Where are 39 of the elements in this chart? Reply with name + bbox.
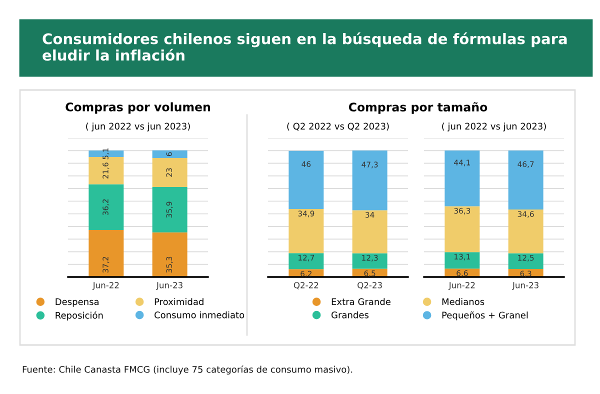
legend-label: Despensa [56,298,98,307]
x-tick-label: Q2-22 [294,282,318,290]
bar [88,184,124,230]
bar [444,150,480,206]
x-tick-label: Jun-23 [156,282,182,290]
legend-label: Extra Grande [332,298,390,306]
chart-subtitle: ( Q2 2022 vs Q2 2023) [287,122,389,131]
bar [508,210,544,254]
legend-label: Medianos [442,298,484,306]
bar [152,150,188,158]
source-note: Fuente: Chile Canasta FMCG (incluye 75 categorías de consumo masivo). [22,365,352,375]
legend-label: Reposición [56,311,103,320]
bar [152,232,188,277]
chart-title: Compras por volumen [66,102,210,114]
bar [352,150,388,210]
bar [288,150,324,210]
legend-label: Consumo inmediato [154,311,244,318]
bar [152,187,188,232]
bar [288,253,324,270]
bar [88,230,124,277]
legend-label: Grandes [332,311,369,318]
bar [508,253,544,270]
chart-subtitle: ( jun 2022 vs jun 2023) [442,122,546,132]
x-tick-label: Q2-23 [358,282,382,290]
bar [352,210,388,254]
chart-title: Compras por tamaño [348,102,488,114]
bar [444,252,480,269]
x-tick-label: Jun-22 [92,282,119,290]
bar [288,209,324,254]
x-tick-label: Jun-23 [512,282,538,290]
text: Consumidores chilenos siguen en la búsqueda de fórmulas para eludir la inflación [42,32,567,61]
bar [444,206,480,252]
legend-label: Proximidad [154,298,204,306]
bar [152,158,188,188]
chart-subtitle: ( jun 2022 vs jun 2023) [86,122,190,132]
legend-label: Pequeños + Granel [442,311,528,320]
bar [352,253,388,269]
x-tick-label: Jun-22 [448,282,475,290]
bar [508,150,544,210]
